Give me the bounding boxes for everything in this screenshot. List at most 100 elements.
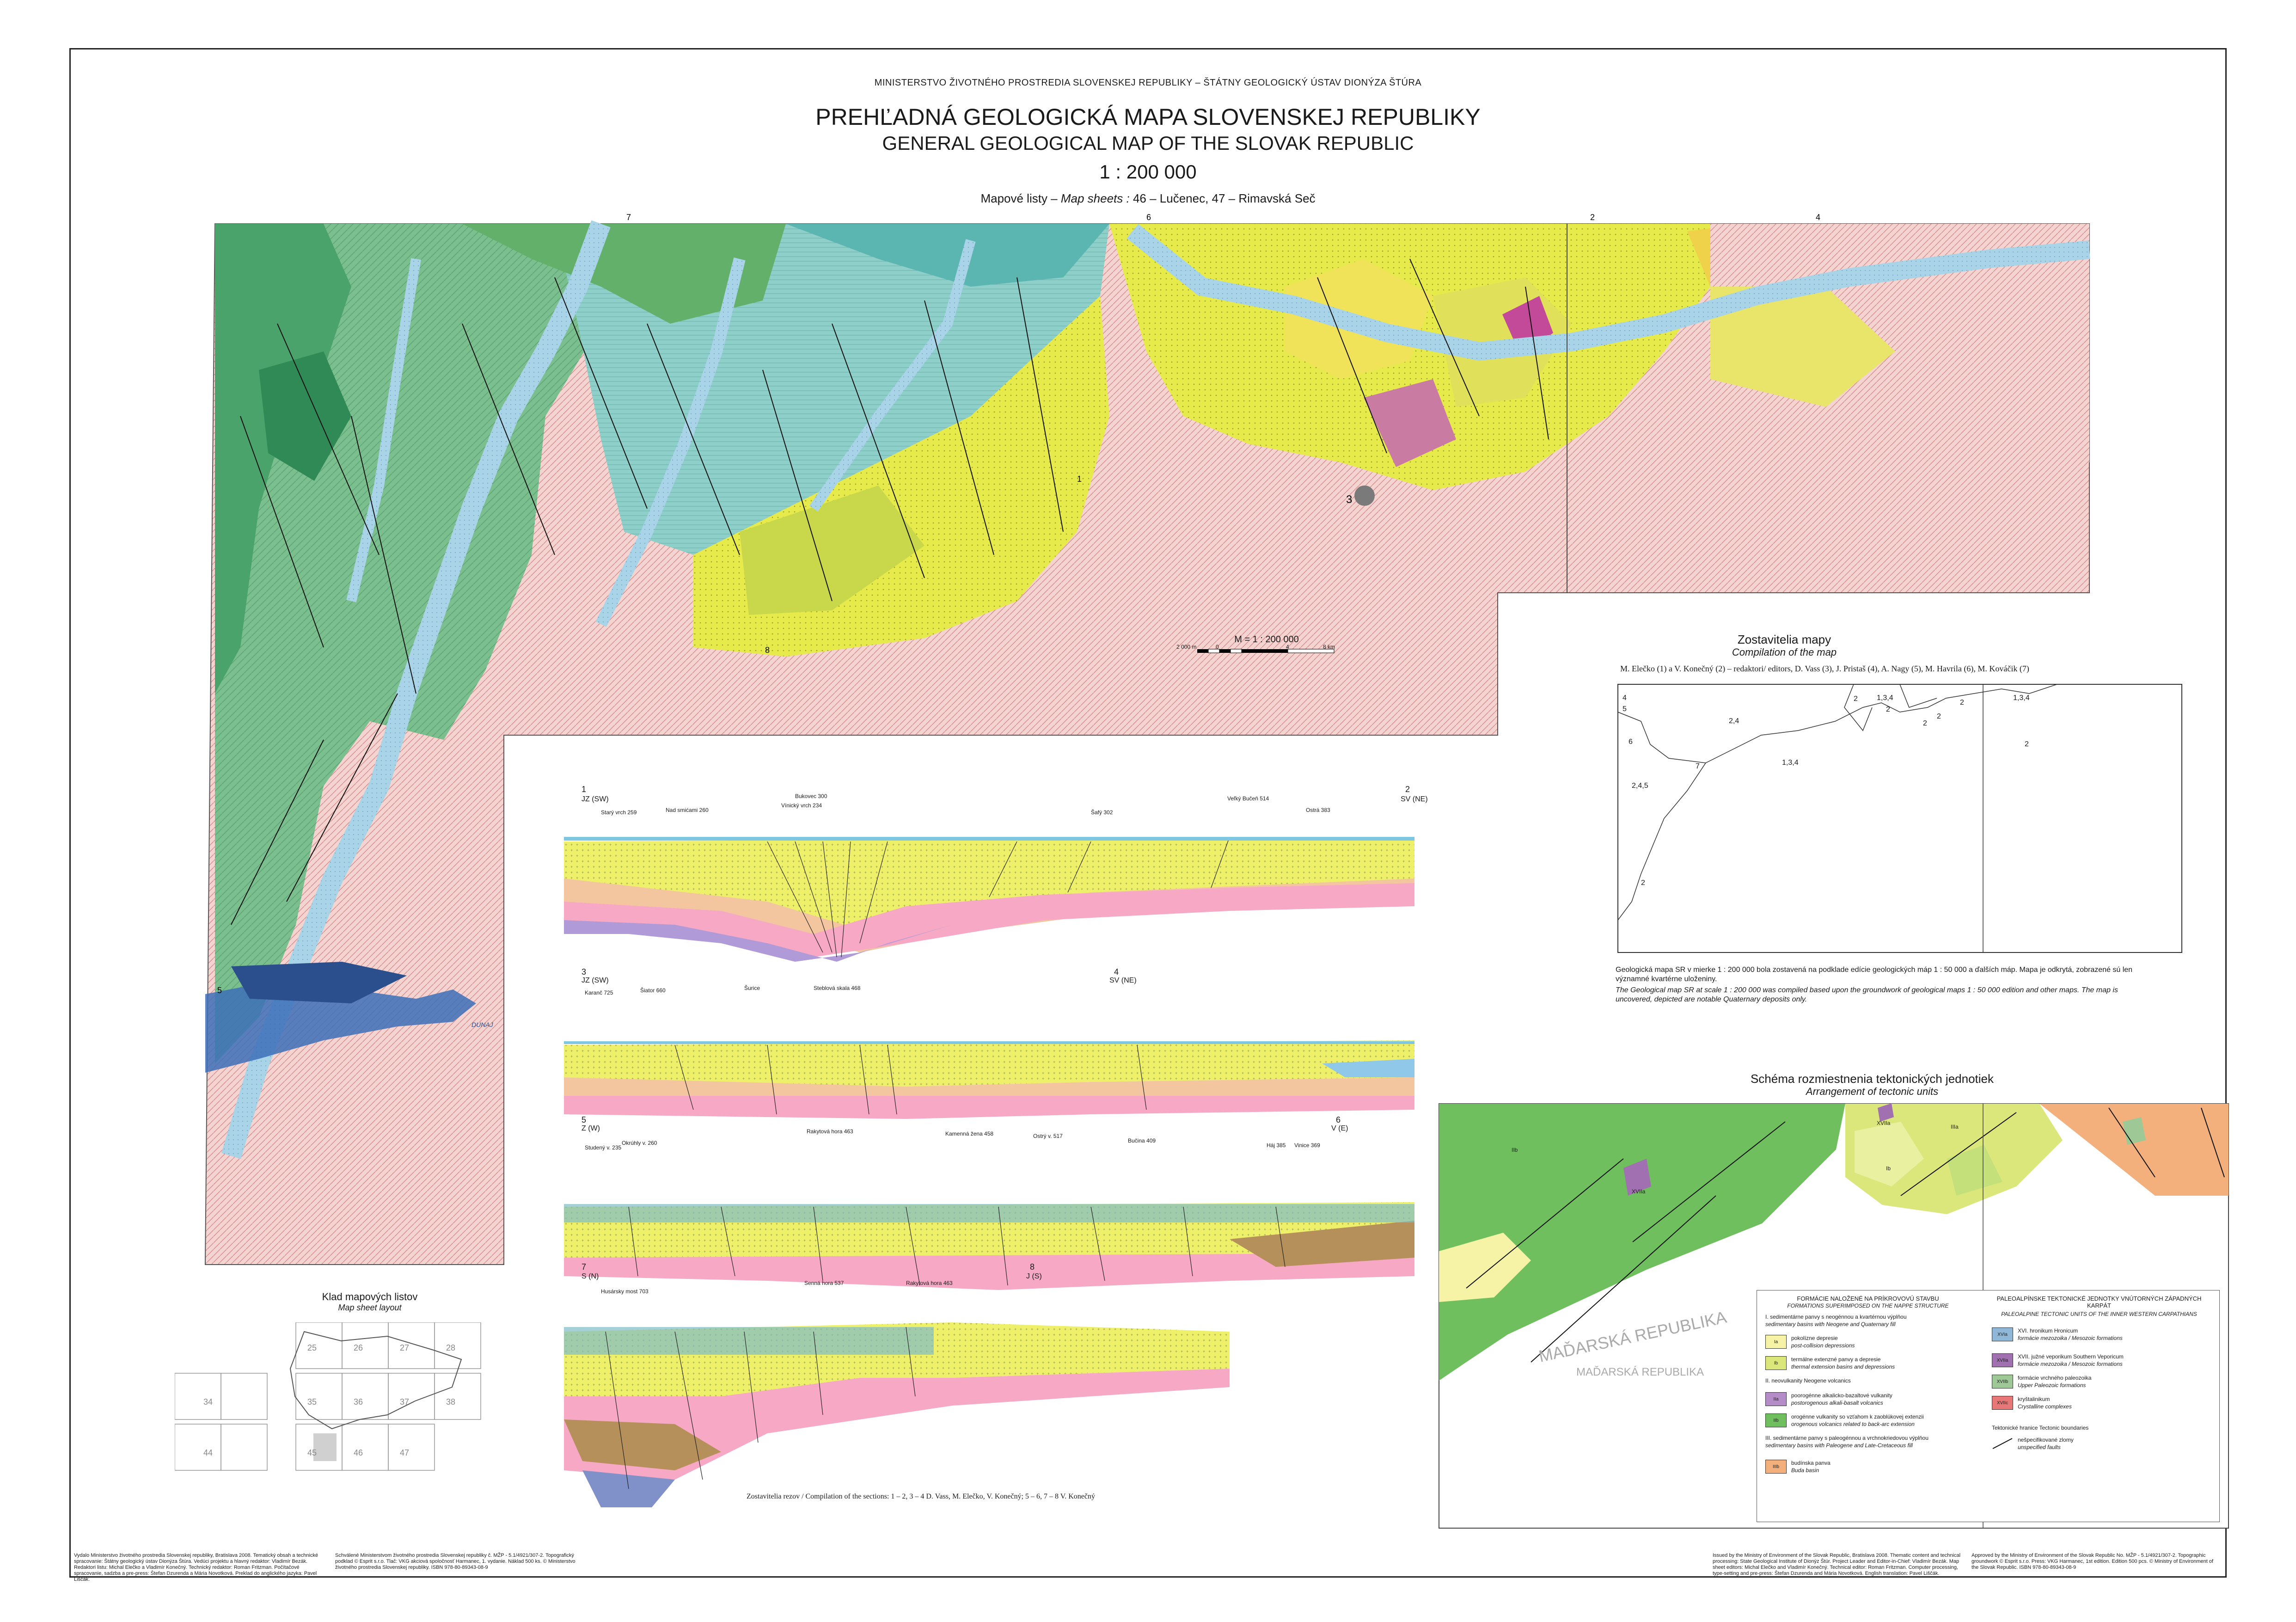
section7-peak: Husársky most 703 [601, 1288, 649, 1295]
section3-peak: Karanč 725 [585, 989, 613, 996]
footer-block-4: Approved by the Ministry of Environment … [1971, 1553, 2214, 1570]
section7-end: 8 [1030, 1262, 1035, 1272]
sheet-cell: 26 [354, 1343, 363, 1352]
scale-bar [1197, 649, 1335, 653]
section7-dir-end: J (S) [1026, 1272, 1042, 1280]
cross-sections [564, 836, 1414, 1507]
section7-dir-start: S (N) [582, 1272, 599, 1280]
sheet-cell: 47 [400, 1448, 410, 1457]
legend-item-text: budínska panva [1791, 1460, 1831, 1466]
legend-item: IIa poorogénne alkalicko-bazaltové vulka… [1765, 1392, 1978, 1411]
section3-peak: Šiator 660 [640, 987, 666, 994]
section5-peak: Okrúhly v. 260 [622, 1140, 657, 1146]
legend-item-text: III. sedimentárne panvy s paleogénnou a … [1765, 1435, 1929, 1441]
grid-label-3: 3 [1346, 493, 1352, 506]
grid-label-7: 7 [626, 213, 631, 222]
legend-item-text: kryštalinikum [2018, 1396, 2050, 1402]
section3-dir-start: JZ (SW) [582, 977, 609, 984]
section3-peak: Šurice [744, 985, 760, 991]
unit-label: XVIIa [1877, 1120, 1891, 1126]
sheet-cell: 38 [446, 1397, 456, 1407]
area-label-2d: 2 [1960, 699, 1964, 707]
legend-item-text: termálne extenzné panvy a depresie [1791, 1356, 1881, 1363]
scale-tick-1: 0 [1216, 644, 1219, 650]
map-frame [69, 48, 2227, 1578]
legend-swatch: IIIb [1765, 1460, 1787, 1474]
legend-item: XVIIc kryštalinikum Crystalline complexe… [1992, 1396, 2204, 1414]
legend-item-text-en: post-collision depressions [1791, 1342, 1855, 1349]
section3-start: 3 [582, 967, 587, 977]
area-label-2f: 2 [1937, 713, 1941, 720]
sheet-cell: 45 [307, 1448, 317, 1457]
map-sheets-line: Mapové listy – Map sheets : 46 – Lučenec… [0, 191, 2296, 206]
sheet-cell: 36 [354, 1397, 363, 1407]
grid-label-8: 8 [765, 645, 770, 655]
section7-peak: Rakytová hora 463 [906, 1280, 953, 1286]
scale-tick-0: 2 000 m [1176, 644, 1197, 650]
compilers-title: Zostavitelia mapy [1737, 633, 1831, 646]
section5-peak: Ostrý v. 517 [1033, 1133, 1063, 1139]
compilers-diagram [1617, 684, 2182, 953]
legend-item-text: formácie vrchného paleozoika [2018, 1375, 2092, 1381]
legend-item-text-en: orogenous volcanics related to back-arc … [1791, 1421, 1915, 1427]
legend-item: IIIb budínska panva Buda basin [1765, 1460, 1978, 1478]
legend-swatch: IIb [1765, 1413, 1787, 1427]
legend-right-head-en: PALEOALPINE TECTONIC UNITS OF THE INNER … [2001, 1311, 2197, 1317]
grid-label-2: 2 [1590, 213, 1595, 222]
legend-item: XVIa XVI. hronikum Hronicum formácie mez… [1992, 1327, 2204, 1346]
grid-label-4: 4 [1816, 213, 1820, 222]
legend-swatch: XVIIc [1992, 1396, 2013, 1410]
area-label-134a: 1,3,4 [1782, 759, 1799, 767]
legend-swatch: IIa [1765, 1392, 1787, 1406]
legend-item-text-en: formácie mezozoika / Mesozoic formations [2018, 1335, 2123, 1341]
legend-right-list: XVIa XVI. hronikum Hronicum formácie mez… [1992, 1327, 2214, 1517]
legend-item-text-en: postorogenous alkali-basalt volcanics [1791, 1400, 1883, 1406]
legend-item-text: XVII. južné veporikum Southern Veporicum [2018, 1353, 2124, 1360]
sheets-value: 46 – Lučenec, 47 – Rimavská Seč [1133, 191, 1316, 205]
section5-start: 5 [582, 1115, 587, 1124]
legend-item-text: I. sedimentárne panvy s neogénnou a kvar… [1765, 1314, 1907, 1320]
legend-item: Ib termálne extenzné panvy a depresie th… [1765, 1356, 1978, 1375]
area-label-134b: 1,3,4 [2013, 694, 2030, 702]
area-label-4: 4 [1623, 694, 1627, 702]
section1-peak: Veľký Bučeň 514 [1227, 795, 1269, 802]
area-label-7: 7 [1696, 762, 1700, 770]
legend-item-text: orogénne vulkanity so vzťahom k zaoblúko… [1791, 1413, 1924, 1420]
legend-item: IIb orogénne vulkanity so vzťahom k zaob… [1765, 1413, 1978, 1432]
legend-left-list: I. sedimentárne panvy s neogénnou a kvar… [1765, 1314, 1978, 1517]
title-english: GENERAL GEOLOGICAL MAP OF THE SLOVAK REP… [882, 132, 1414, 154]
compilers-names: M. Elečko (1) a V. Konečný (2) – redakto… [1620, 664, 2029, 673]
area-label-245: 2,4,5 [1632, 782, 1648, 790]
compilers-note-sk: Geologická mapa SR v mierke 1 : 200 000 … [1616, 966, 2133, 983]
danube-label: DUNAJ [471, 1021, 493, 1028]
section1-peak: Starý vrch 259 [601, 809, 637, 816]
section1-dir-end: SV (NE) [1401, 795, 1428, 803]
legend-item-text: II. neovulkanity Neogene volcanics [1765, 1377, 1851, 1384]
legend-swatch: XVIa [1992, 1327, 2013, 1341]
legend-item: Ia pokolízne depresie post-collision dep… [1765, 1335, 1978, 1353]
legend-item: nešpecifikované zlomy unspecified faults [1992, 1437, 2204, 1455]
footer-block-1: Vydalo Ministerstvo životného prostredia… [74, 1553, 318, 1582]
section3-peak: Steblová skala 468 [814, 985, 861, 991]
fault-symbol [1992, 1438, 2013, 1449]
legend-item: Tektonické hranice Tectonic boundaries [1992, 1425, 2204, 1443]
footer-block-3: Issued by the Ministry of Environment of… [1713, 1553, 1961, 1576]
sheet-cell: 28 [446, 1343, 456, 1352]
area-label-2a: 2 [1641, 879, 1645, 887]
legend-item-text-en: Buda basin [1791, 1467, 1819, 1474]
legend-item-text: poorogénne alkalicko-bazaltové vulkanity [1791, 1392, 1892, 1399]
legend-swatch: Ia [1765, 1335, 1787, 1349]
section5-dir-start: Z (W) [582, 1124, 600, 1132]
area-label-24: 2,4 [1729, 717, 1739, 725]
sections-credits: Zostavitelia rezov / Compilation of the … [747, 1493, 1095, 1500]
legend-item-text-en: sedimentary basins with Neogene and Quat… [1765, 1321, 1896, 1327]
faults-text-en: unspecified faults [2018, 1444, 2061, 1450]
area-label-2b: 2 [1854, 695, 1858, 703]
country-label-text: MAĎARSKÁ REPUBLIKA [1576, 1366, 1704, 1378]
section5-end: 6 [1336, 1115, 1341, 1124]
section5-peak: Studený v. 235 [585, 1144, 622, 1151]
section5-peak: Rakytová hora 463 [807, 1128, 853, 1135]
scale-bar-title: M = 1 : 200 000 [1234, 634, 1299, 645]
section-7-8 [564, 1322, 1230, 1507]
